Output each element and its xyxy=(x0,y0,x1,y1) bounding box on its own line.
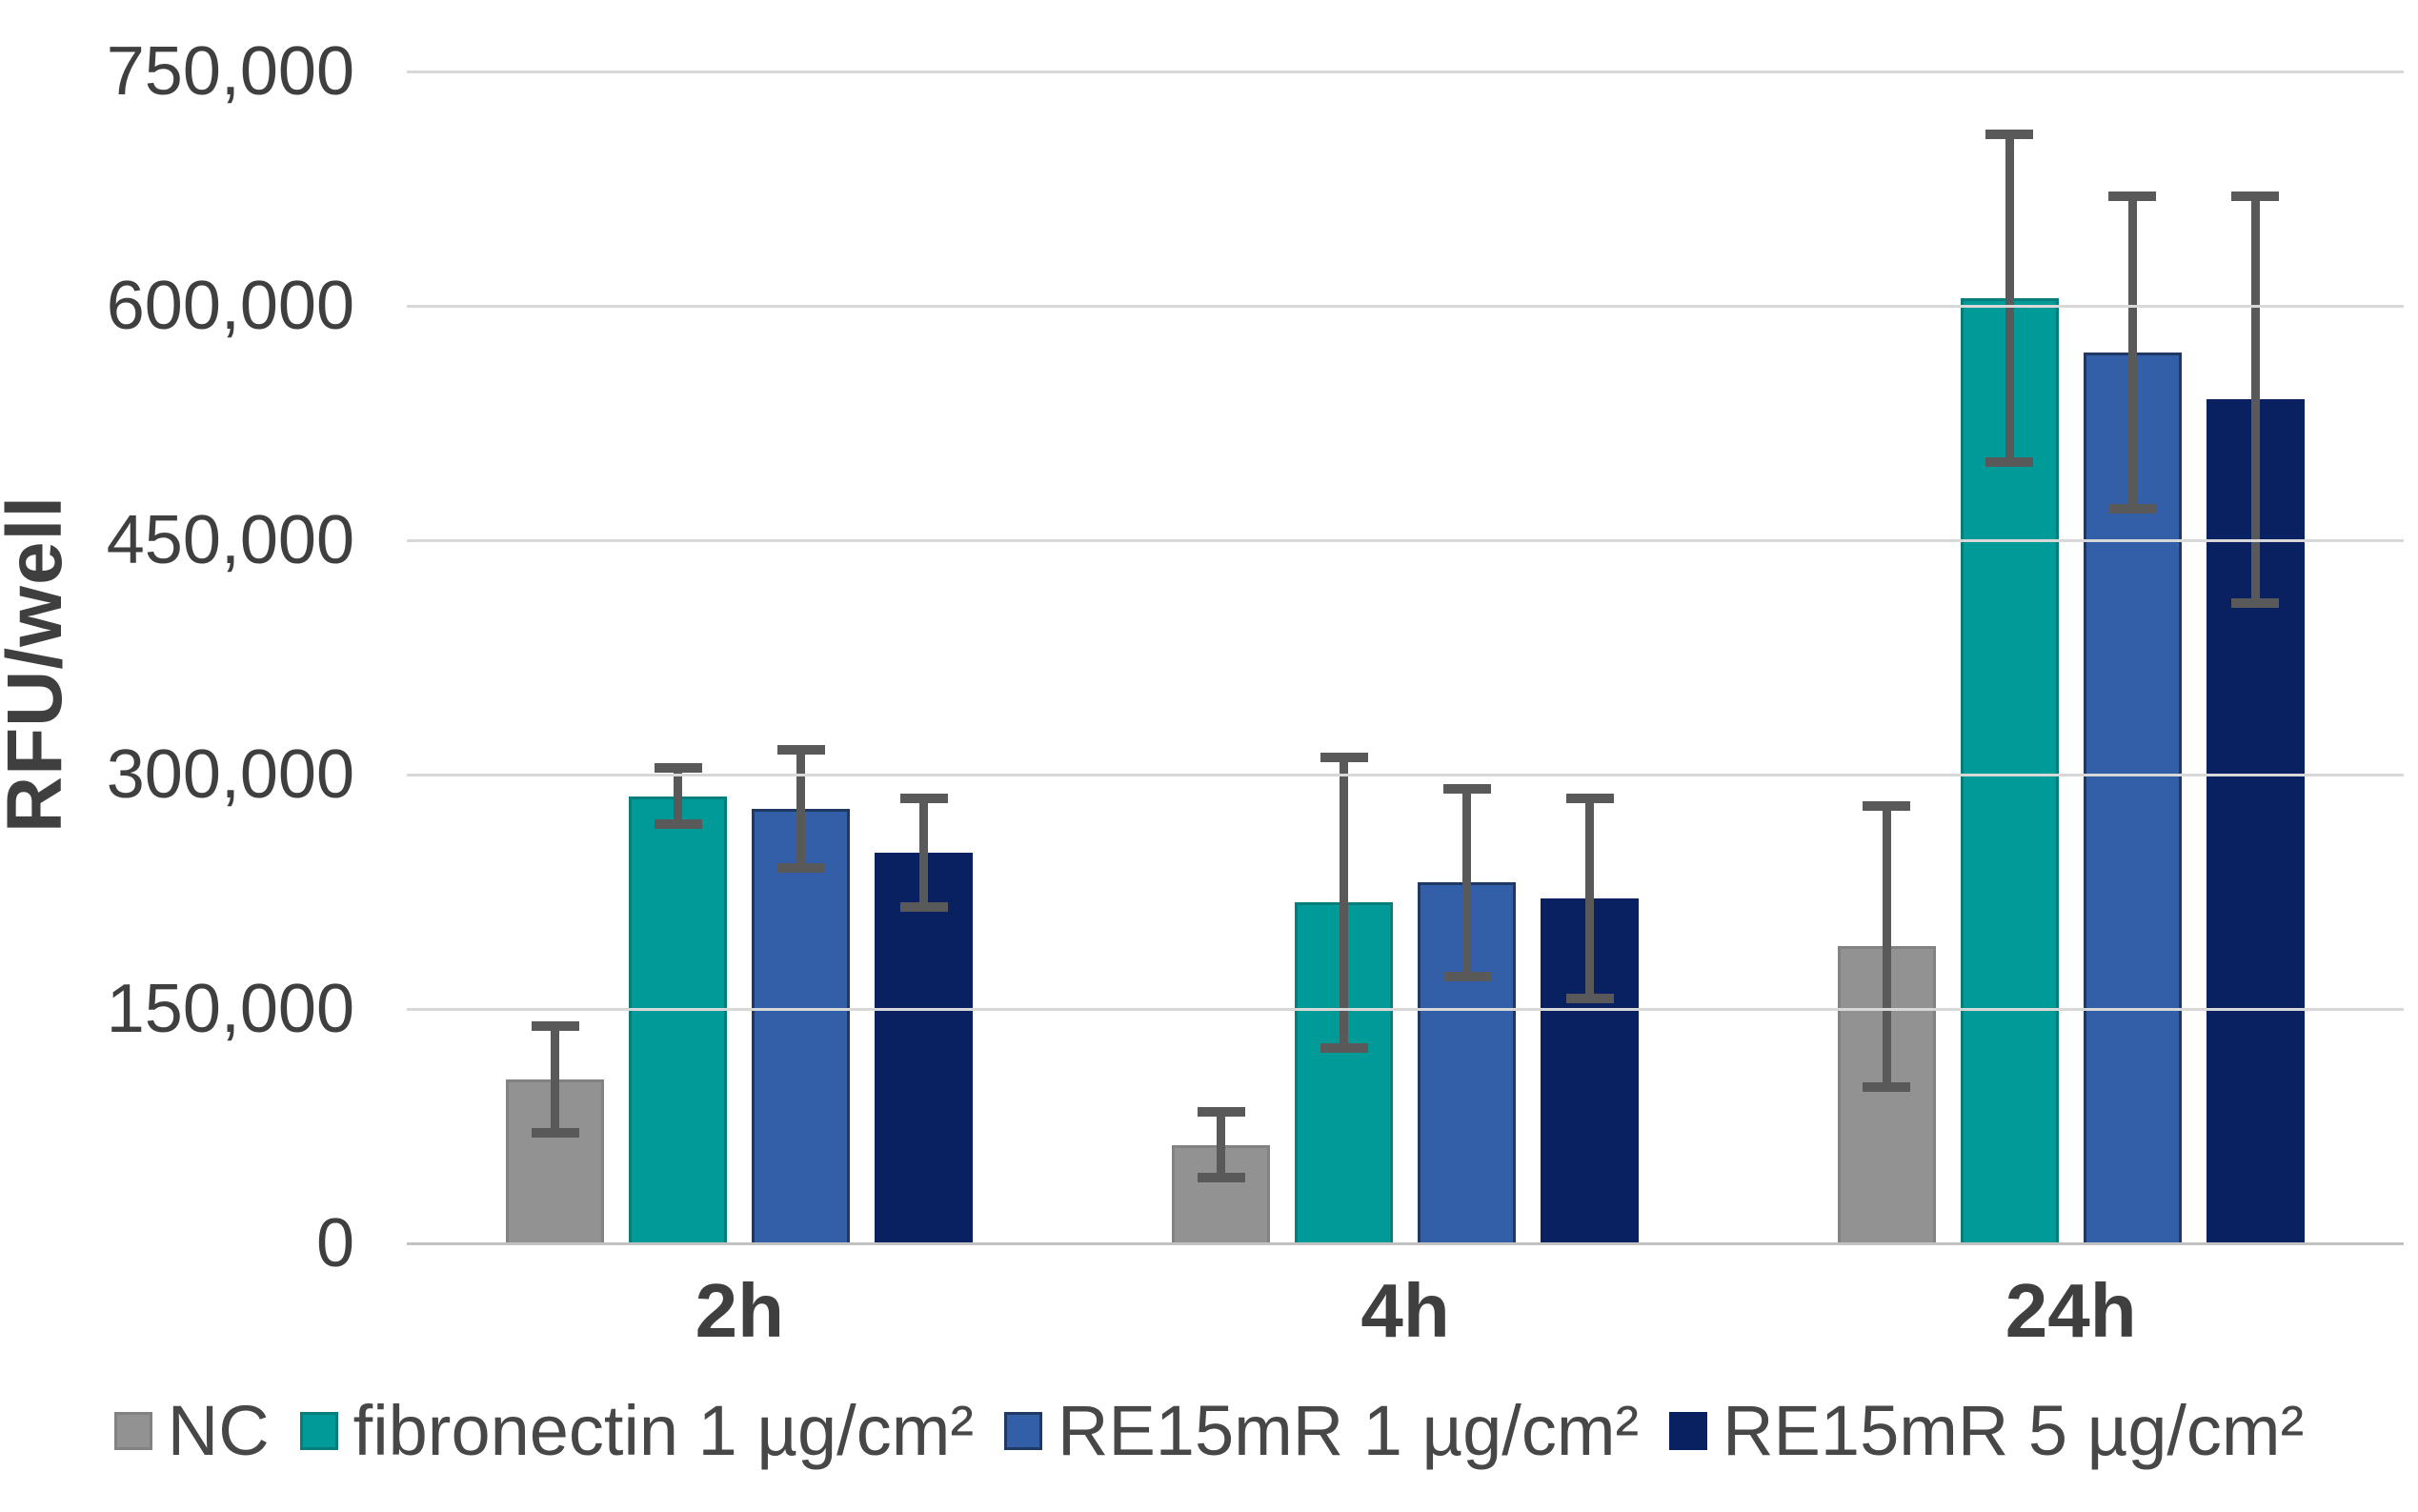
bar-2h-re15mr-5-g-cm xyxy=(875,853,974,1243)
gridline-450-000 xyxy=(407,538,2404,542)
error-bar-24h-re15mr-5-g-cm xyxy=(2250,196,2260,603)
legend-swatch-re15mr-1-g-cm xyxy=(1004,1412,1042,1450)
bar-wrap-24h-nc xyxy=(1837,71,1936,1243)
error-bar-24h-re15mr-1-g-cm xyxy=(2127,196,2137,510)
error-bar-2h-nc xyxy=(551,1026,560,1133)
bar-2h-re15mr-1-g-cm xyxy=(752,809,851,1243)
error-cap-lower-2h-fibronectin-1-g-cm xyxy=(654,819,702,830)
error-cap-lower-4h-fibronectin-1-g-cm xyxy=(1320,1043,1368,1053)
error-bar-4h-nc xyxy=(1217,1112,1225,1179)
y-axis-tick-labels: 750,000 600,000 450,000 300,000 150,000 0 xyxy=(0,0,354,1512)
gridline-150-000 xyxy=(407,1007,2404,1011)
error-bar-4h-re15mr-1-g-cm xyxy=(1462,788,1471,977)
error-cap-upper-24h-re15mr-1-g-cm xyxy=(2108,192,2157,202)
error-cap-upper-2h-fibronectin-1-g-cm xyxy=(654,763,702,774)
legend-label-re15mr-1-g-cm: RE15mR 1 µg/cm² xyxy=(1058,1391,1640,1470)
y-tick-300-000: 300,000 xyxy=(106,736,354,813)
legend-item-re15mr-5-g-cm: RE15mR 5 µg/cm² xyxy=(1669,1393,2304,1469)
error-cap-upper-4h-nc xyxy=(1197,1107,1245,1118)
gridline-600-000 xyxy=(407,304,2404,308)
bar-group-24h xyxy=(1738,71,2404,1243)
bar-wrap-4h-nc xyxy=(1172,71,1270,1243)
error-cap-upper-4h-fibronectin-1-g-cm xyxy=(1320,752,1368,762)
bar-wrap-24h-re15mr-1-g-cm xyxy=(2083,71,2182,1243)
legend-swatch-fibronectin-1-g-cm xyxy=(299,1412,338,1450)
x-axis-line xyxy=(407,1241,2404,1245)
bar-wrap-2h-fibronectin-1-g-cm xyxy=(629,71,728,1243)
error-cap-lower-24h-re15mr-5-g-cm xyxy=(2231,597,2280,608)
error-cap-lower-24h-nc xyxy=(1863,1082,1911,1092)
error-cap-upper-4h-re15mr-5-g-cm xyxy=(1565,793,1614,803)
bar-wrap-2h-re15mr-1-g-cm xyxy=(752,71,851,1243)
error-bar-2h-re15mr-5-g-cm xyxy=(919,797,929,908)
y-tick-150-000: 150,000 xyxy=(106,971,354,1047)
legend-label-re15mr-5-g-cm: RE15mR 5 µg/cm² xyxy=(1723,1391,2305,1470)
legend-item-fibronectin-1-g-cm: fibronectin 1 µg/cm² xyxy=(299,1391,974,1470)
bar-wrap-24h-re15mr-5-g-cm xyxy=(2206,71,2305,1243)
legend-swatch-re15mr-5-g-cm xyxy=(1669,1412,1708,1450)
bar-wrap-2h-nc xyxy=(506,71,605,1243)
legend-label-nc: NC xyxy=(167,1391,270,1470)
error-cap-upper-24h-fibronectin-1-g-cm xyxy=(1985,129,2034,139)
error-bar-4h-re15mr-5-g-cm xyxy=(1585,797,1594,998)
error-cap-upper-24h-nc xyxy=(1863,800,1911,811)
error-cap-upper-2h-nc xyxy=(531,1021,579,1032)
error-cap-lower-24h-re15mr-1-g-cm xyxy=(2108,504,2157,514)
bar-wrap-2h-re15mr-5-g-cm xyxy=(875,71,974,1243)
legend-item-re15mr-1-g-cm: RE15mR 1 µg/cm² xyxy=(1004,1393,1639,1469)
legend-item-nc: NC xyxy=(113,1391,270,1470)
legend: NC fibronectin 1 µg/cm² RE15mR 1 µg/cm² RE1… xyxy=(0,1393,2418,1469)
plot-area xyxy=(407,70,2404,1245)
bar-wrap-4h-re15mr-5-g-cm xyxy=(1541,71,1639,1243)
y-tick-450-000: 450,000 xyxy=(106,502,354,578)
x-label-2h: 2h xyxy=(695,1268,785,1353)
error-cap-lower-2h-re15mr-5-g-cm xyxy=(899,902,948,913)
x-axis-category-labels: 2h 4h 24h xyxy=(407,1267,2404,1355)
error-bar-24h-fibronectin-1-g-cm xyxy=(2005,133,2014,462)
bar-wrap-24h-fibronectin-1-g-cm xyxy=(1960,71,2059,1243)
error-cap-lower-4h-re15mr-1-g-cm xyxy=(1442,971,1491,981)
error-cap-upper-2h-re15mr-5-g-cm xyxy=(899,793,948,803)
bar-wrap-4h-re15mr-1-g-cm xyxy=(1418,71,1516,1243)
x-label-24h: 24h xyxy=(2005,1268,2137,1353)
error-cap-lower-4h-re15mr-5-g-cm xyxy=(1565,993,1614,1003)
error-bar-24h-nc xyxy=(1882,805,1891,1087)
error-cap-lower-4h-nc xyxy=(1197,1173,1245,1183)
y-tick-750-000: 750,000 xyxy=(106,33,354,110)
gridline-750-000 xyxy=(407,70,2404,73)
bar-group-4h xyxy=(1073,71,1739,1243)
error-bar-4h-fibronectin-1-g-cm xyxy=(1340,756,1348,1048)
error-cap-upper-24h-re15mr-5-g-cm xyxy=(2231,192,2280,202)
error-bar-2h-fibronectin-1-g-cm xyxy=(674,768,683,825)
legend-swatch-nc xyxy=(113,1412,152,1450)
gridline-300-000 xyxy=(407,773,2404,776)
bar-groups xyxy=(407,71,2404,1243)
x-label-4h: 4h xyxy=(1360,1268,1450,1353)
error-cap-upper-2h-re15mr-1-g-cm xyxy=(776,744,825,755)
legend-label-fibronectin-1-g-cm: fibronectin 1 µg/cm² xyxy=(353,1391,974,1470)
bar-group-2h xyxy=(407,71,1073,1243)
bar-wrap-4h-fibronectin-1-g-cm xyxy=(1295,71,1393,1243)
error-cap-lower-2h-re15mr-1-g-cm xyxy=(776,863,825,874)
error-cap-lower-2h-nc xyxy=(531,1127,579,1138)
error-cap-lower-24h-fibronectin-1-g-cm xyxy=(1985,457,2034,467)
bar-2h-fibronectin-1-g-cm xyxy=(629,796,728,1243)
error-cap-upper-4h-re15mr-1-g-cm xyxy=(1442,783,1491,794)
error-bar-2h-re15mr-1-g-cm xyxy=(796,749,806,869)
y-tick-0: 0 xyxy=(315,1205,354,1281)
y-tick-600-000: 600,000 xyxy=(106,268,354,344)
